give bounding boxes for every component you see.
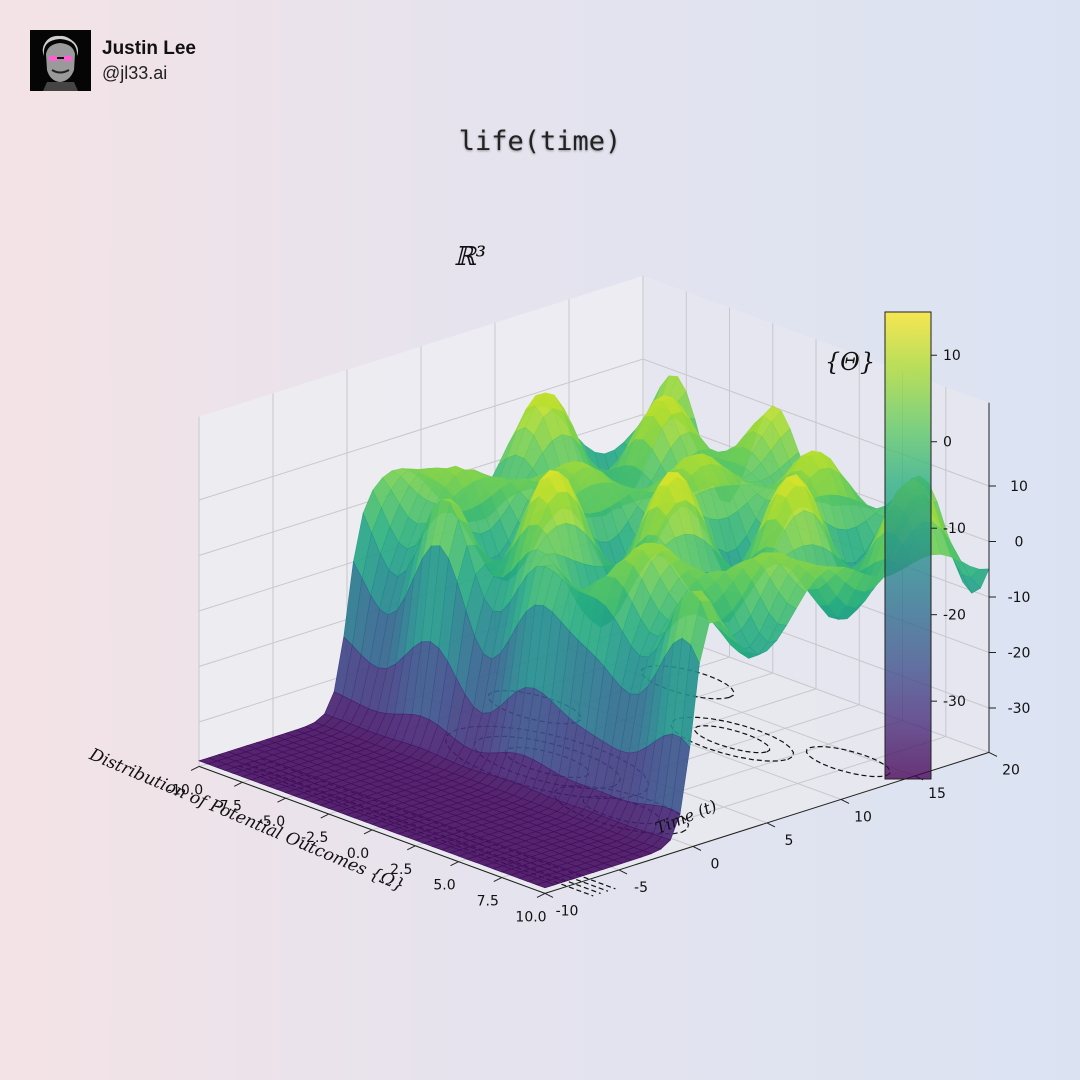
y-tick-label: -5 [634, 880, 648, 896]
x-tick-label: 10.0 [515, 909, 546, 925]
x-tick-label: 7.5 [477, 894, 499, 910]
x-tick-label: -7.5 [215, 798, 242, 814]
x-tick-label: 5.0 [433, 878, 455, 894]
author-name: Justin Lee [102, 37, 196, 59]
z-tick-label: -20 [1008, 646, 1031, 662]
grid-line [198, 413, 990, 556]
contour-line [694, 725, 771, 754]
y-tick-mark [692, 845, 702, 851]
contour-line [670, 716, 795, 762]
y-tick-mark [544, 892, 554, 898]
x-tick-label: -10.0 [167, 782, 203, 798]
y-tick-label: 0 [711, 856, 720, 872]
x-tick-label: 0.0 [347, 846, 369, 862]
z-tick-label: 10 [1010, 479, 1028, 495]
y-tick-mark [840, 798, 850, 804]
colorbar-gradient [884, 311, 932, 780]
avatar[interactable] [30, 30, 91, 91]
page-title: life(time) [458, 126, 622, 157]
x-tick-label: 2.5 [390, 862, 412, 878]
plot-title: ℝ³ [454, 242, 486, 272]
z-tick-label: 0 [1015, 535, 1024, 551]
surface-patch [535, 881, 556, 889]
colorbar: 10 0 -10 -20 -30 [884, 311, 966, 780]
y-tick-label: -10 [556, 903, 579, 919]
grid-line [198, 358, 990, 501]
x-tick-label: -2.5 [301, 830, 328, 846]
contour-line [805, 745, 891, 778]
author-handle[interactable]: @jl33.ai [102, 62, 168, 83]
z-tick-label: -10 [1008, 590, 1031, 606]
y-tick-label: 15 [928, 786, 946, 802]
surface-plot [198, 375, 990, 889]
colorbar-tick-label: -30 [943, 694, 966, 710]
x-tick-mark [407, 845, 416, 851]
z-axis-label: {Θ} [825, 348, 875, 376]
colorbar-tick-label: 10 [943, 348, 961, 364]
colorbar-tick-label: 0 [943, 435, 952, 451]
x-tick-mark [320, 813, 329, 819]
x-tick-mark [536, 892, 546, 898]
contour-line [640, 665, 735, 700]
y-tick-mark [618, 869, 628, 875]
y-tick-label: 20 [1002, 762, 1020, 778]
z-tick-label: -30 [1008, 701, 1031, 717]
y-tick-mark [988, 751, 998, 757]
axes: -10.0 -7.5 -5.0 -2.5 0.0 2.5 5.0 7.5 10.0 -10 -5 0 5… [167, 402, 1031, 925]
x-tick-mark [450, 861, 459, 867]
x-tick-mark [363, 829, 373, 835]
colorbar-tick-label: -10 [943, 521, 966, 537]
x-tick-mark [493, 877, 502, 882]
x-tick-mark [277, 797, 286, 803]
y-tick-mark [766, 822, 776, 828]
colorbar-tick-label: -20 [943, 608, 966, 624]
y-tick-label: 10 [854, 809, 872, 825]
y-tick-label: 5 [785, 833, 794, 849]
x-tick-mark [190, 765, 200, 771]
x-tick-mark [234, 781, 243, 787]
x-tick-label: -5.0 [258, 814, 285, 830]
author-header: Justin Lee @jl33.ai [30, 30, 196, 91]
